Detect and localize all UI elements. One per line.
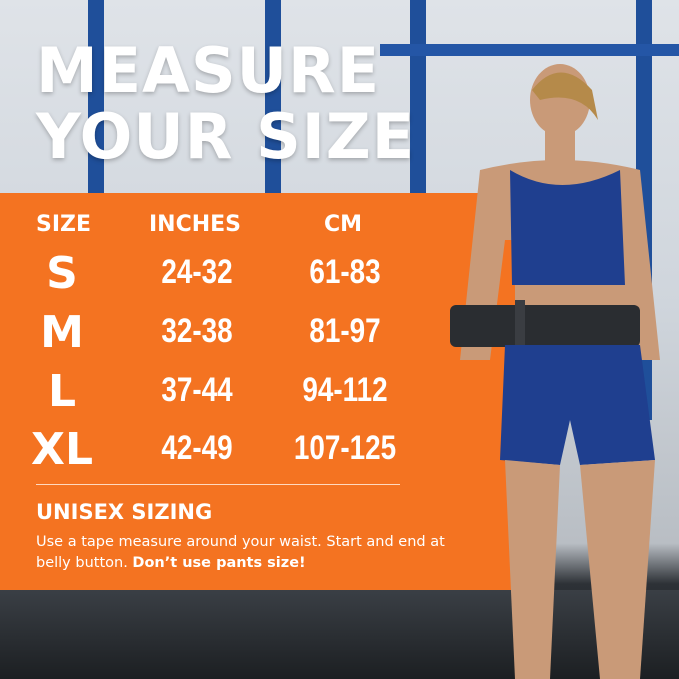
divider [36,484,400,485]
size-label: S [46,248,78,299]
rack-pillar [265,0,281,200]
inches-value: 24-32 [161,253,233,291]
inches-value: 37-44 [161,371,233,409]
note-warning: Don’t use pants size! [132,555,306,571]
title-line-2: YOUR SIZE [36,100,416,173]
athlete-photo [450,64,660,679]
size-chart-panel [0,193,515,590]
header-cm: CM [324,212,363,237]
header-inches: INCHES [149,212,242,237]
size-label: XL [31,424,93,475]
size-label: M [40,307,84,358]
cm-value: 94-112 [302,371,388,409]
cm-value: 107-125 [293,429,397,467]
sizing-note: Use a tape measure around your waist. St… [36,532,456,574]
cm-value: 61-83 [309,253,381,291]
note-text: Use a tape measure around your waist. St… [36,534,445,571]
inches-value: 32-38 [161,312,233,350]
page-title: MEASURE YOUR SIZE [36,38,415,170]
title-line-1: MEASURE [36,34,381,107]
cm-value: 81-97 [309,312,381,350]
inches-value: 42-49 [161,429,233,467]
size-label: L [47,366,77,417]
floor [0,590,679,679]
unisex-heading: UNISEX SIZING [36,500,213,524]
header-size: SIZE [36,212,92,237]
rack-pillar [88,0,104,200]
rack-beam [380,44,679,56]
